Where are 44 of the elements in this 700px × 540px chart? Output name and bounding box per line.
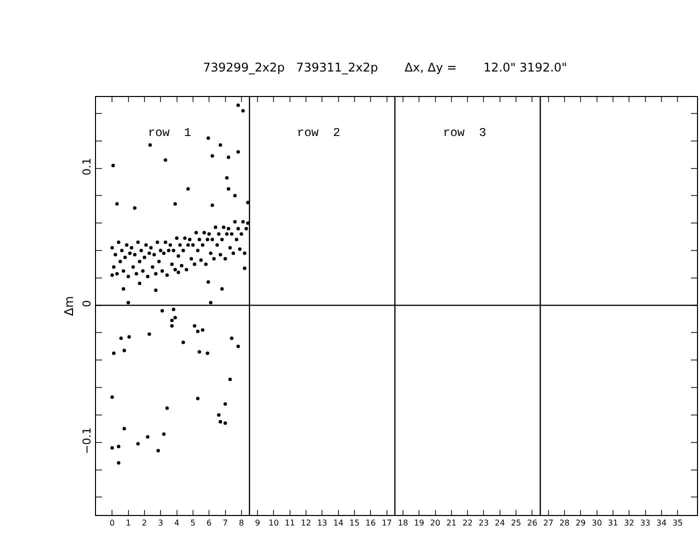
x-tick-label: 15 xyxy=(349,518,360,528)
x-tick-label: 25 xyxy=(510,518,522,528)
x-tick-label: 13 xyxy=(317,518,328,528)
x-tick-label: 33 xyxy=(640,518,650,528)
x-tick-label: 28 xyxy=(559,518,570,528)
x-tick-label: 4 xyxy=(174,518,180,528)
x-tick-label: 3 xyxy=(158,518,164,528)
x-tick-label: 35 xyxy=(672,518,683,528)
y-tick-label: 0.1 xyxy=(80,158,94,176)
annotation: row 2 xyxy=(297,126,340,140)
x-tick-label: 26 xyxy=(527,518,538,528)
y-tick-label: −0.1 xyxy=(80,427,94,454)
x-tick-label: 11 xyxy=(284,518,295,528)
x-tick-label: 18 xyxy=(398,518,408,528)
x-tick-label: 20 xyxy=(430,518,440,528)
annotation: row 3 xyxy=(443,126,486,140)
y-tick-label: 0 xyxy=(80,300,94,308)
x-tick-label: 34 xyxy=(656,518,667,528)
x-tick-label: 30 xyxy=(592,518,602,528)
x-tick-label: 1 xyxy=(126,518,131,528)
y-axis-title: Δm xyxy=(62,296,76,316)
x-tick-label: 5 xyxy=(190,518,196,528)
x-tick-label: 27 xyxy=(543,518,554,528)
x-tick-label: 22 xyxy=(462,518,473,528)
x-tick-label: 10 xyxy=(268,518,279,528)
x-tick-label: 29 xyxy=(576,518,586,528)
x-tick-label: 7 xyxy=(222,518,228,528)
x-tick-label: 16 xyxy=(366,518,376,528)
x-tick-label: 6 xyxy=(206,518,212,528)
chart-title: 739299_2x2p 739311_2x2p Δx, Δy = 12.0" 3192.0" xyxy=(202,60,568,75)
x-tick-label: 0 xyxy=(110,518,115,528)
x-tick-label: 24 xyxy=(494,518,505,528)
x-tick-label: 23 xyxy=(478,518,489,528)
x-tick-label: 14 xyxy=(333,518,344,528)
x-tick-label: 9 xyxy=(255,518,260,528)
x-tick-label: 17 xyxy=(382,518,392,528)
x-tick-label: 2 xyxy=(142,518,148,528)
x-tick-label: 32 xyxy=(624,518,634,528)
annotation: row 1 xyxy=(148,126,192,140)
x-tick-label: 8 xyxy=(238,518,244,528)
x-tick-label: 12 xyxy=(300,518,312,528)
x-tick-label: 21 xyxy=(446,518,457,528)
x-tick-label: 19 xyxy=(414,518,424,528)
x-tick-label: 31 xyxy=(608,518,618,528)
